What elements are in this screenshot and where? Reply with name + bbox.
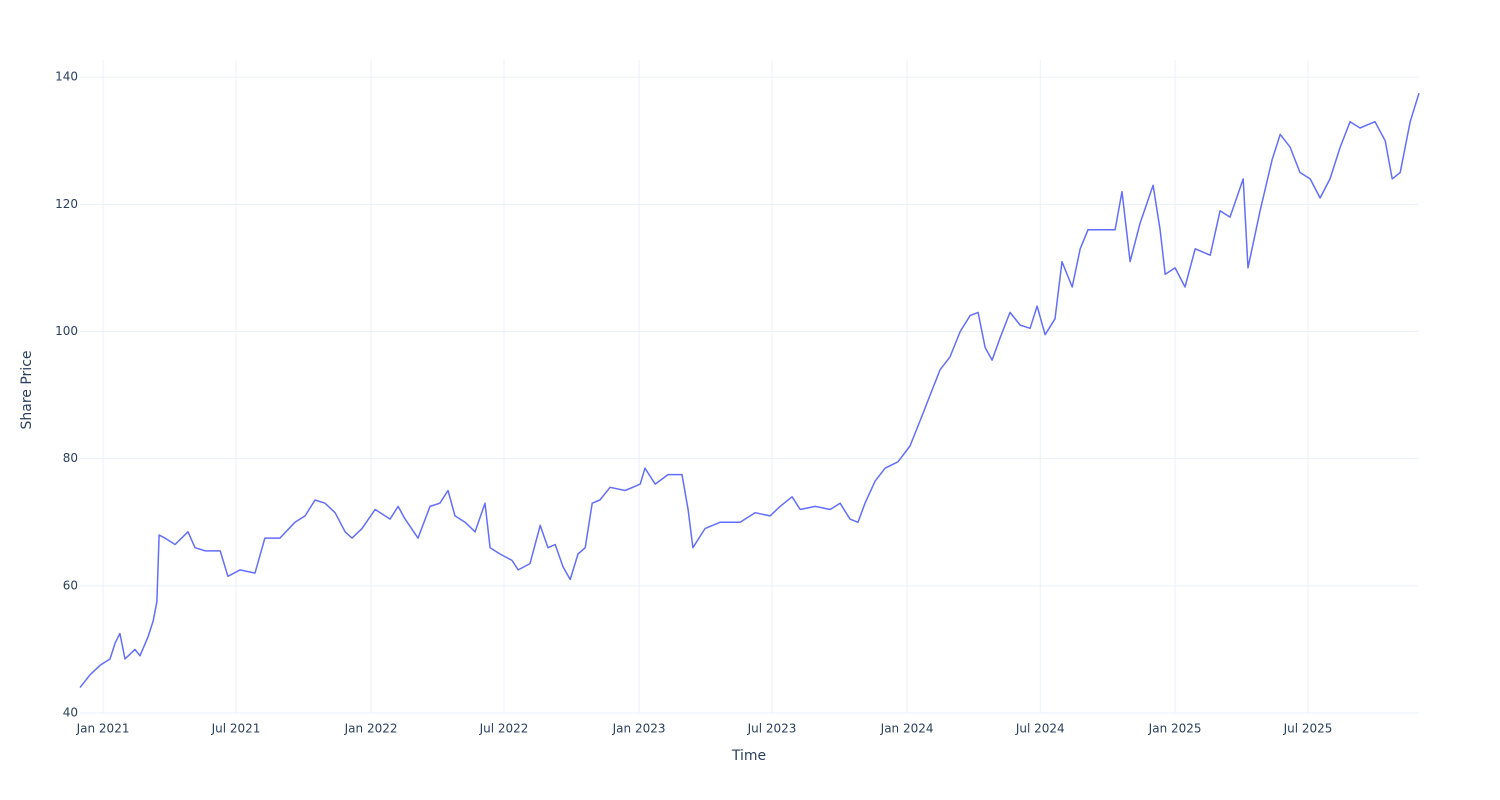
x-axis-title: Time (731, 748, 766, 764)
x-tick-label: Jul 2024 (1015, 722, 1065, 736)
x-tick-label: Jul 2021 (211, 722, 261, 736)
x-tick-label: Jul 2022 (479, 722, 529, 736)
y-tick-label: 100 (55, 324, 78, 338)
x-tick-label: Jan 2025 (1148, 722, 1202, 736)
y-tick-label: 40 (63, 706, 78, 720)
y-axis-title: Share Price (19, 350, 35, 429)
x-tick-label: Jan 2021 (76, 722, 130, 736)
price-line (79, 92, 1420, 689)
x-tick-label: Jul 2025 (1283, 722, 1333, 736)
y-tick-label: 120 (55, 197, 78, 211)
x-tick-label: Jan 2022 (344, 722, 398, 736)
x-tick-label: Jul 2023 (747, 722, 797, 736)
x-tick-label: Jan 2024 (880, 722, 934, 736)
y-tick-label: 80 (63, 451, 78, 465)
y-tick-label: 60 (63, 578, 78, 592)
y-tick-label: 140 (55, 70, 78, 84)
x-tick-label: Jan 2023 (612, 722, 666, 736)
